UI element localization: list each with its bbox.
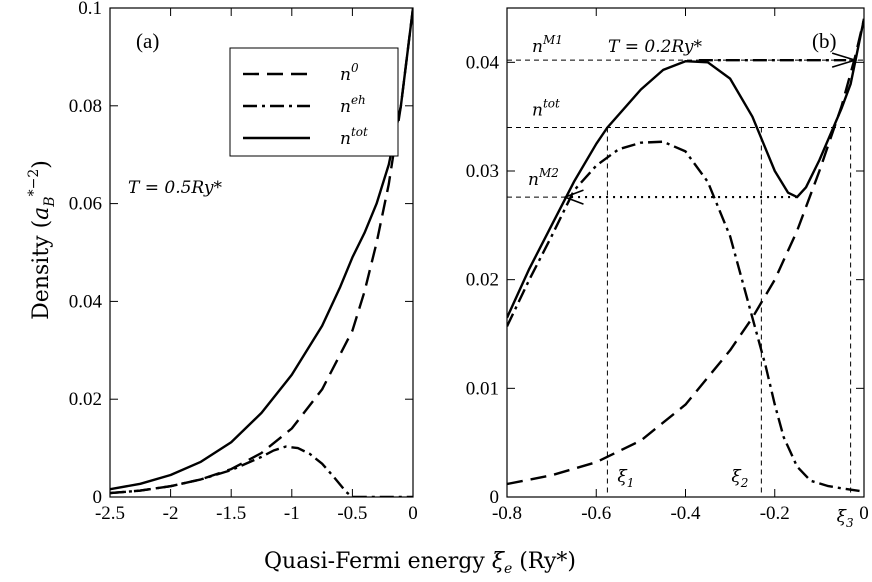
legend-label: neh	[340, 93, 366, 117]
y-tick-label: 0.1	[78, 0, 102, 19]
y-tick-label: 0.02	[69, 389, 102, 410]
panel-label: (a)	[136, 29, 159, 53]
series-dashdot-line	[507, 140, 864, 493]
x-tick-label: 0	[859, 503, 869, 524]
y-axis-title: Density (aB*−2)	[26, 160, 58, 320]
panel-b: -0.8 -0.6 -0.4 -0.2 0 0 0.01 0.02 0.03 0.04 (b) T =…	[466, 7, 869, 530]
y-tick-label: 0	[490, 487, 500, 508]
x-tick-label: -1	[284, 503, 300, 524]
y-tick-label: 0.04	[466, 52, 500, 73]
series-dashed-line	[110, 8, 413, 495]
temperature-annotation: T = 0.2Ry*	[608, 37, 703, 57]
arrow-nM1-head	[831, 52, 858, 68]
series-solid-line	[110, 8, 413, 491]
panel-label: (b)	[812, 29, 837, 53]
series-solid-line	[507, 18, 864, 319]
level-label-ntot: ntot	[532, 97, 560, 121]
y-tick-label: 0.08	[69, 96, 102, 117]
level-label-nM1: nM1	[532, 33, 563, 57]
level-label-nM2: nM2	[528, 166, 559, 190]
x-tick-label: -0.2	[760, 503, 790, 524]
xi-label-3: ξ3	[837, 507, 854, 530]
y-tick-label: 0	[93, 487, 103, 508]
x-tick-label: -2.5	[95, 503, 125, 524]
legend: n0 neh ntot	[229, 47, 399, 157]
plot-frame	[506, 7, 865, 498]
temperature-annotation: T = 0.5Ry*	[128, 178, 223, 198]
x-tick-label: -0.5	[337, 503, 367, 524]
y-tick-label: 0.04	[69, 291, 103, 312]
x-tick-label: -2	[163, 503, 179, 524]
xi-label-2: ξ2	[731, 467, 748, 490]
axis-titles: Density (aB*−2) Quasi-Fermi energy ξe (R…	[26, 160, 576, 577]
legend-label: n0	[340, 61, 359, 85]
panel-a: -2.5 -2 -1.5 -1 -0.5 0 0 0.02 0.04 0.06 0.08 0.1 (a)…	[69, 0, 418, 524]
x-axis-title: Quasi-Fermi energy ξe (Ry*)	[264, 549, 576, 577]
x-tick-label: -0.6	[581, 503, 611, 524]
x-tick-label: -1.5	[216, 503, 246, 524]
y-tick-label: 0.02	[466, 270, 499, 291]
legend-label: ntot	[340, 125, 368, 149]
plot-frame	[109, 7, 414, 498]
series-dashed-line	[507, 18, 864, 486]
y-tick-label: 0.03	[466, 161, 499, 182]
xi-label-1: ξ1	[617, 467, 634, 490]
x-tick-label: -0.8	[492, 503, 522, 524]
x-tick-label: 0	[408, 503, 418, 524]
arrow-nM2-head	[562, 189, 584, 205]
legend-box	[229, 47, 399, 157]
y-tick-label: 0.01	[466, 378, 499, 399]
series-dashdot-line	[110, 445, 413, 497]
y-tick-label: 0.06	[69, 194, 102, 215]
x-tick-label: -0.4	[670, 503, 701, 524]
